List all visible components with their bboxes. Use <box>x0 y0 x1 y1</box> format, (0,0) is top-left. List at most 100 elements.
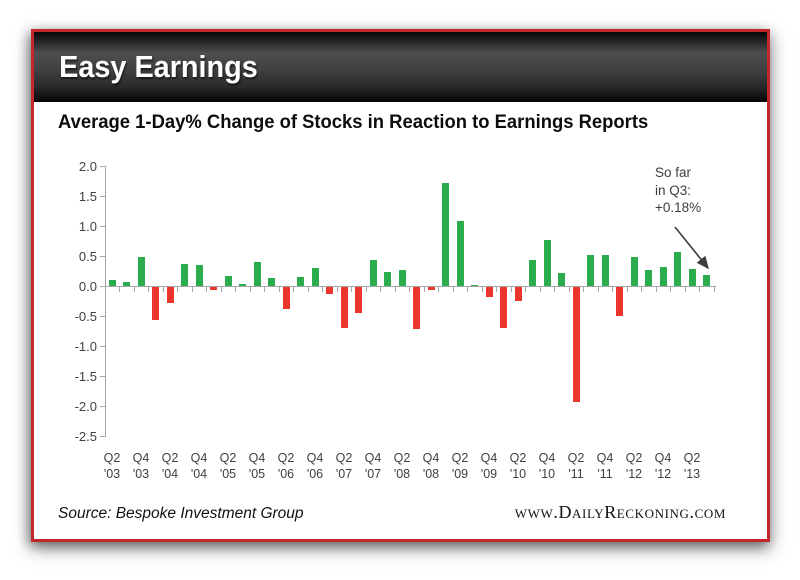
bar-q4-05 <box>253 262 261 286</box>
y-axis-tick <box>100 376 105 377</box>
y-tick-label: -0.5 <box>74 308 97 324</box>
x-axis-tick <box>496 287 498 292</box>
x-axis-tick <box>641 287 643 292</box>
bar-q2-06 <box>282 287 290 309</box>
annotation-line: +0.18% <box>655 200 702 215</box>
bar-q3-11 <box>587 254 594 286</box>
bar-q4-07 <box>369 260 377 286</box>
y-tick-label: -1.5 <box>74 368 97 384</box>
x-tick-label: Q2 '06 <box>277 451 295 481</box>
y-tick-label: 0.0 <box>78 278 97 294</box>
y-tick-label: 1.5 <box>78 188 97 204</box>
x-tick-label: Q4 '12 <box>654 451 672 481</box>
x-axis-line <box>105 286 716 287</box>
x-axis-tick <box>119 287 121 292</box>
bar-q4-09 <box>485 287 493 297</box>
x-axis-tick <box>583 287 585 292</box>
x-tick-label: Q2 '08 <box>393 451 411 481</box>
bar-q2-04 <box>166 287 174 303</box>
bar-q4-11 <box>601 254 609 286</box>
bar-q2-12 <box>630 257 638 286</box>
y-axis-tick <box>100 406 105 407</box>
bar-q3-07 <box>355 287 362 314</box>
bar-q2-11 <box>572 287 580 403</box>
x-axis-tick <box>104 287 106 292</box>
x-tick-label: Q4 '05 <box>248 451 266 481</box>
x-axis-tick <box>438 287 440 292</box>
x-axis-tick <box>655 287 657 292</box>
bar-q4-10 <box>543 240 551 286</box>
y-axis-tick <box>100 346 105 347</box>
bar-q1-08 <box>384 272 391 286</box>
x-tick-label: Q2 '03 <box>103 451 121 481</box>
x-axis-tick <box>684 287 686 292</box>
chart-annotation: So far in Q3: +0.18% <box>655 164 735 217</box>
bar-q2-08 <box>398 270 406 286</box>
bar-q3-10 <box>529 260 536 286</box>
y-tick-label: -2.5 <box>74 428 97 444</box>
x-axis-tick <box>409 287 411 292</box>
bar-q3-04 <box>181 263 188 286</box>
x-axis-tick <box>235 287 237 292</box>
x-axis-tick <box>133 287 135 292</box>
x-axis-tick <box>467 287 469 292</box>
x-axis-tick <box>191 287 193 292</box>
annotation-line: in Q3: <box>655 182 692 198</box>
bar-q2-09 <box>456 220 464 286</box>
x-axis-tick <box>626 287 628 292</box>
bar-q1-06 <box>268 278 275 286</box>
x-tick-label: Q2 '11 <box>567 451 585 481</box>
bar-q1-12 <box>616 287 623 316</box>
x-axis-tick <box>612 287 614 292</box>
y-axis-tick <box>100 196 105 197</box>
x-axis-tick <box>322 287 324 292</box>
x-tick-label: Q4 '10 <box>538 451 556 481</box>
x-axis-tick <box>264 287 266 292</box>
x-tick-label: Q4 '04 <box>190 451 208 481</box>
x-tick-label: Q2 '13 <box>683 451 701 481</box>
x-tick-label: Q4 '11 <box>596 451 614 481</box>
bar-q2-03 <box>108 280 116 286</box>
footer: Source: Bespoke Investment Group www.Dai… <box>58 502 726 523</box>
x-axis-tick <box>525 287 527 292</box>
bar-q3-08 <box>413 287 420 329</box>
x-axis-tick <box>336 287 338 292</box>
x-axis-tick <box>568 287 570 292</box>
y-axis-tick <box>100 226 105 227</box>
bar-q1-05 <box>210 287 217 290</box>
panel-header: Easy Earnings <box>34 32 767 102</box>
bar-q1-07 <box>326 287 333 295</box>
y-axis-tick <box>100 316 105 317</box>
x-axis-tick <box>699 287 701 292</box>
x-axis-tick <box>206 287 208 292</box>
y-tick-label: -1.0 <box>74 338 97 354</box>
x-tick-label: Q2 '12 <box>625 451 643 481</box>
bar-q4-08 <box>427 287 435 290</box>
x-tick-label: Q2 '05 <box>219 451 237 481</box>
y-tick-label: 1.0 <box>78 218 97 234</box>
x-axis-tick <box>278 287 280 292</box>
y-axis-tick <box>100 286 105 287</box>
bar-q2-05 <box>224 275 232 286</box>
bar-q2-13 <box>688 269 696 286</box>
x-tick-label: Q4 '06 <box>306 451 324 481</box>
bar-q4-03 <box>137 257 145 286</box>
x-axis-tick <box>148 287 150 292</box>
bar-q4-06 <box>311 268 319 286</box>
bar-q1-09 <box>442 182 449 286</box>
bar-q3-09 <box>471 285 478 287</box>
bar-q3-05 <box>239 283 246 286</box>
source-credit: Source: Bespoke Investment Group <box>58 505 304 522</box>
x-axis-tick <box>510 287 512 292</box>
x-axis-tick <box>481 287 483 292</box>
x-axis-tick <box>670 287 672 292</box>
x-axis-tick <box>423 287 425 292</box>
bar-q4-04 <box>195 265 203 286</box>
chart-content: Average 1-Day% Change of Stocks in React… <box>34 102 767 539</box>
bar-chart: 2.0 1.5 1.0 0.5 0.0 -0.5 -1.0 -1.5 -2.0 -2.5 Q2 '0… <box>34 102 767 539</box>
x-axis-tick <box>220 287 222 292</box>
x-axis-tick <box>380 287 382 292</box>
panel-title: Easy Earnings <box>59 49 258 84</box>
bar-q3-12 <box>645 269 652 286</box>
